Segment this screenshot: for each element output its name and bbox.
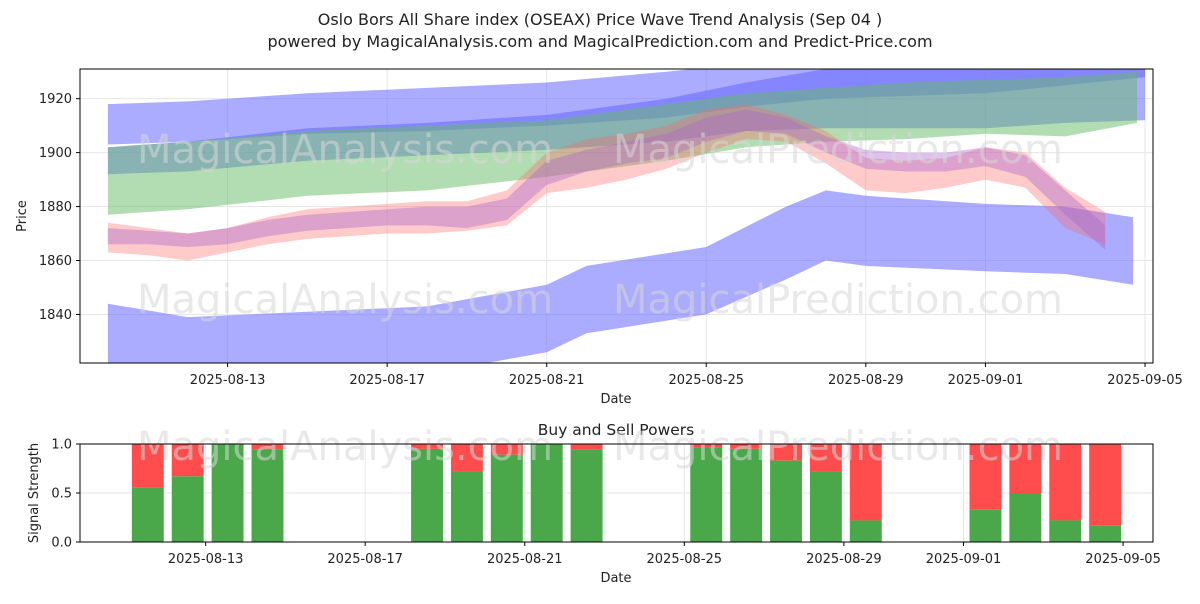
buy-bar [251,449,284,542]
buy-bar [1089,525,1122,542]
buy-bar [809,471,842,542]
buy-bar [770,460,802,542]
price-y-tick-label: 1840 [39,308,72,323]
signal-plot-title: Buy and Sell Powers [538,421,695,439]
watermark-prediction-bottom: MagicalPrediction.com [613,424,1063,470]
buy-bar [490,454,523,542]
buy-bar [131,487,164,542]
sell-bar [450,444,483,472]
signal-x-tick-label: 2025-09-01 [926,552,1002,567]
sell-bar [251,444,284,450]
signal-plot: Buy and Sell Powers MagicalAnalysis.com … [27,421,1161,586]
price-y-axis-label: Price [15,200,30,232]
price-x-tick-label: 2025-08-13 [190,373,266,388]
signal-x-tick-label: 2025-08-25 [647,552,723,567]
sell-bar [131,444,164,488]
buy-bar [969,509,1002,542]
price-x-tick-label: 2025-08-29 [828,373,904,388]
buy-bar [690,447,723,542]
signal-watermarks: MagicalAnalysis.com MagicalPrediction.co… [137,424,1063,470]
watermark-analysis-top-1: MagicalAnalysis.com [137,127,553,173]
price-y-tick-label: 1920 [39,92,72,107]
watermark-prediction-top-1: MagicalPrediction.com [613,127,1063,173]
buy-bar [450,471,483,542]
chart-title-line1: Oslo Bors All Share index (OSEAX) Price … [318,10,883,29]
watermark-analysis-top-2: MagicalAnalysis.com [137,277,553,323]
buy-bar [171,476,204,542]
sell-bar [849,444,882,521]
sell-bar [1049,444,1082,521]
sell-bar [969,444,1002,510]
signal-x-axis-label: Date [600,571,631,586]
buy-bar [1009,493,1042,542]
sell-bar [690,444,723,448]
price-band-4 [107,104,1106,261]
buy-bar [570,449,603,542]
sell-bar [770,444,802,461]
signal-y-tick-label: 1.0 [51,438,72,453]
price-band-5 [107,109,1106,250]
price-bands [107,69,1145,363]
chart-title-line2: powered by MagicalAnalysis.com and Magic… [267,32,932,51]
buy-bar [530,444,563,542]
buy-bar [849,520,882,542]
signal-x-tick-label: 2025-08-17 [327,552,403,567]
price-band-2 [107,71,1137,215]
price-x-tick-label: 2025-09-01 [948,373,1024,388]
signal-bars [131,444,1122,542]
signal-y-ticks: 0.0 0.5 1.0 [51,438,80,551]
price-plot-frame [79,68,1154,364]
price-x-ticks: 2025-08-13 2025-08-17 2025-08-21 2025-08-25… [190,363,1183,388]
buy-bar [730,448,763,542]
signal-y-tick-label: 0.0 [51,536,72,551]
signal-x-tick-label: 2025-08-29 [806,552,882,567]
price-x-tick-label: 2025-08-17 [349,373,425,388]
sell-bar [171,444,204,477]
price-x-tick-label: 2025-08-25 [668,373,744,388]
buy-bar [411,448,443,542]
signal-x-tick-label: 2025-09-05 [1085,552,1161,567]
price-y-tick-label: 1860 [39,254,72,269]
sell-bar [570,444,603,450]
price-x-tick-label: 2025-09-05 [1107,373,1183,388]
price-y-ticks: 1840 1860 1880 1900 1920 [39,92,80,323]
watermark-prediction-top-2: MagicalPrediction.com [613,277,1063,323]
price-plot: MagicalAnalysis.com MagicalPrediction.co… [15,68,1183,407]
buy-bar [211,444,244,542]
sell-bar [411,444,443,449]
signal-x-ticks: 2025-08-13 2025-08-17 2025-08-21 2025-08-25… [168,542,1161,567]
signal-x-tick-label: 2025-08-13 [168,552,244,567]
price-y-tick-label: 1900 [39,146,72,161]
price-x-axis-label: Date [600,392,631,407]
price-band-3 [107,190,1134,363]
signal-y-tick-label: 0.5 [51,487,72,502]
sell-bar [490,444,523,455]
price-y-tick-label: 1880 [39,200,72,215]
sell-bar [1009,444,1042,493]
sell-bar [730,444,763,449]
price-watermarks: MagicalAnalysis.com MagicalPrediction.co… [137,127,1063,323]
sell-bar [809,444,842,472]
signal-y-axis-label: Signal Strength [27,443,42,543]
watermark-analysis-bottom: MagicalAnalysis.com [137,424,553,470]
buy-bar [1049,520,1082,542]
price-x-tick-label: 2025-08-21 [509,373,585,388]
sell-bar [1089,444,1122,526]
signal-x-tick-label: 2025-08-21 [487,552,563,567]
